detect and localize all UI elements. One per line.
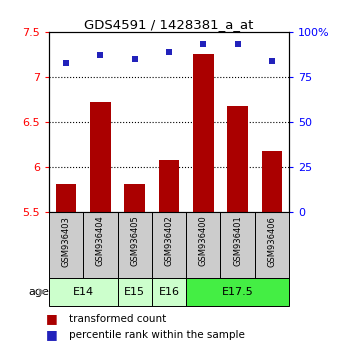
Bar [220,212,255,278]
Bar [262,151,282,212]
Bar [193,55,214,212]
Bar [118,212,152,278]
Text: GSM936401: GSM936401 [233,216,242,267]
Text: GSM936403: GSM936403 [62,216,71,267]
Text: age: age [28,287,49,297]
Bar [152,212,186,278]
Text: transformed count: transformed count [69,314,167,324]
Bar [83,212,118,278]
Bar [159,160,179,212]
Text: E14: E14 [73,287,94,297]
Bar [227,106,248,212]
Point [64,60,69,65]
Title: GDS4591 / 1428381_a_at: GDS4591 / 1428381_a_at [84,18,254,31]
Text: E17.5: E17.5 [222,287,254,297]
Text: GSM936406: GSM936406 [267,216,276,267]
Point [132,56,138,62]
Bar [186,212,220,278]
Text: percentile rank within the sample: percentile rank within the sample [69,330,245,339]
Point [166,49,172,55]
Bar [255,212,289,278]
Point [235,42,240,47]
Text: GSM936405: GSM936405 [130,216,139,267]
Text: ■: ■ [46,328,57,341]
Bar [152,278,186,306]
Bar [118,278,152,306]
Bar [49,212,83,278]
Text: ■: ■ [46,312,57,325]
Bar [186,278,289,306]
Bar [49,278,118,306]
Point [200,42,206,47]
Bar [124,183,145,212]
Point [98,52,103,58]
Text: GSM936400: GSM936400 [199,216,208,267]
Point [269,58,274,64]
Bar [56,183,76,212]
Text: E15: E15 [124,287,145,297]
Bar [90,102,111,212]
Text: GSM936402: GSM936402 [165,216,173,267]
Text: GSM936404: GSM936404 [96,216,105,267]
Text: E16: E16 [159,287,179,297]
